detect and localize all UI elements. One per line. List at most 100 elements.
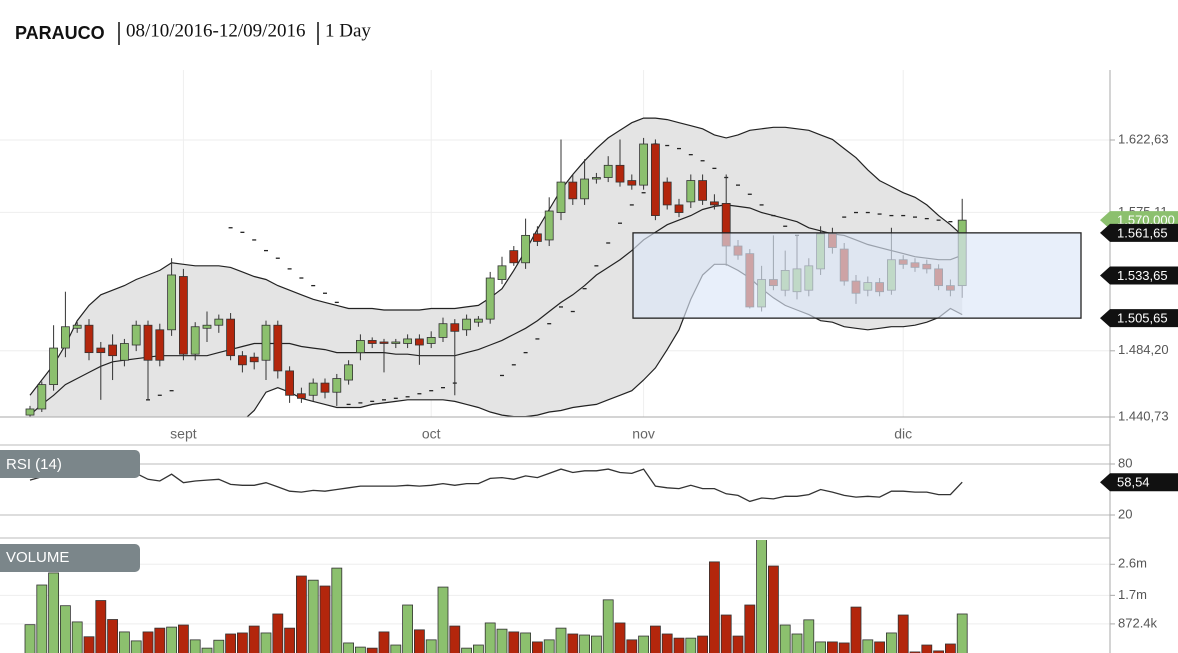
volume-bar bbox=[768, 565, 779, 653]
candle-body bbox=[603, 164, 613, 178]
volume-bar bbox=[626, 639, 638, 653]
volume-bar bbox=[921, 644, 933, 653]
volume-bar bbox=[60, 605, 71, 653]
candle-body bbox=[627, 180, 637, 186]
price-tag-label: 1.561,65 bbox=[1117, 225, 1168, 240]
volume-bar bbox=[95, 600, 107, 653]
band-line bbox=[29, 204, 963, 416]
price-tag-label: 58,54 bbox=[1117, 475, 1150, 490]
candle-body bbox=[202, 324, 212, 329]
volume-bar bbox=[567, 633, 579, 653]
y-tick-label: 1.440,73 bbox=[1118, 408, 1169, 423]
volume-bar bbox=[83, 636, 95, 653]
volume-bar bbox=[343, 642, 355, 653]
volume-bar bbox=[107, 619, 118, 653]
volume-bar bbox=[166, 626, 178, 653]
candle-body bbox=[214, 318, 224, 326]
volume-bar bbox=[508, 631, 520, 653]
volume-bar bbox=[956, 613, 968, 653]
candle-body bbox=[332, 378, 342, 393]
range-box bbox=[632, 232, 1082, 319]
interval: 1 Day bbox=[325, 20, 371, 41]
candle-body bbox=[473, 318, 483, 323]
candle-body bbox=[285, 370, 295, 396]
y-tick-label: 20 bbox=[1118, 506, 1132, 521]
volume-bar bbox=[119, 631, 130, 653]
candle-body bbox=[355, 340, 365, 354]
panel-label: RSI (14) bbox=[6, 456, 62, 473]
candle-body bbox=[438, 323, 448, 338]
candle-body bbox=[25, 408, 35, 416]
volume-bar bbox=[579, 634, 590, 653]
price-tag bbox=[1100, 223, 1178, 242]
price-tag bbox=[1100, 266, 1178, 285]
volume-bar bbox=[838, 642, 850, 653]
x-tick-label: sept bbox=[170, 426, 197, 442]
price-tag-label: 1.505,65 bbox=[1117, 311, 1168, 326]
y-tick-label: 1.622,63 bbox=[1118, 131, 1169, 146]
y-tick-label: 80 bbox=[1118, 455, 1132, 470]
volume-bar bbox=[201, 647, 213, 653]
volume-bar bbox=[897, 614, 909, 653]
volume-bar bbox=[591, 635, 602, 653]
volume-bar bbox=[354, 646, 366, 653]
panel-label-bg bbox=[0, 544, 140, 572]
candle-body bbox=[544, 210, 554, 241]
volume-bar bbox=[791, 633, 803, 653]
candle-body bbox=[710, 201, 719, 206]
volume-bar bbox=[709, 561, 720, 653]
candle-body bbox=[249, 356, 259, 363]
volume-bar bbox=[319, 585, 331, 653]
volume-bar bbox=[71, 621, 83, 653]
volume-bar bbox=[756, 540, 767, 653]
y-tick-label: 2.6m bbox=[1118, 556, 1147, 571]
candle-body bbox=[639, 143, 648, 186]
candle-body bbox=[320, 382, 330, 393]
band-line bbox=[29, 117, 963, 396]
volume-bar bbox=[236, 632, 248, 653]
price-tag bbox=[1100, 309, 1178, 328]
candle-body bbox=[674, 204, 684, 213]
candle-body bbox=[273, 324, 283, 372]
volume-bar bbox=[449, 625, 461, 653]
volume-bar bbox=[461, 647, 473, 653]
candle-body bbox=[72, 324, 82, 329]
volume-bar bbox=[685, 637, 697, 653]
candle-body bbox=[533, 233, 542, 242]
candle-body bbox=[426, 337, 436, 344]
volume-bar bbox=[886, 632, 897, 653]
candle-body bbox=[190, 326, 200, 355]
candle-body bbox=[580, 178, 589, 200]
candle-body bbox=[37, 384, 47, 410]
candle-body bbox=[308, 382, 318, 396]
candle-body bbox=[84, 324, 94, 354]
volume-bar bbox=[532, 641, 543, 653]
candle-body bbox=[155, 329, 165, 361]
candle-body bbox=[485, 277, 495, 320]
x-tick-label: dic bbox=[894, 426, 912, 442]
y-tick-label: 1.484,20 bbox=[1118, 342, 1169, 357]
volume-bar bbox=[614, 622, 626, 653]
candle-body bbox=[568, 181, 578, 200]
candle-body bbox=[379, 341, 389, 344]
x-tick-label: nov bbox=[632, 426, 655, 442]
volume-bar bbox=[24, 624, 36, 653]
candle-body bbox=[367, 340, 377, 344]
y-tick-label: 872.4k bbox=[1118, 615, 1158, 630]
volume-bar bbox=[602, 599, 614, 653]
candle-body bbox=[96, 347, 106, 354]
volume-bar bbox=[945, 643, 956, 653]
volume-bar bbox=[272, 613, 284, 653]
volume-bar bbox=[366, 647, 378, 653]
candle-body bbox=[226, 318, 236, 357]
volume-bar bbox=[413, 629, 425, 653]
candle-body bbox=[296, 393, 306, 399]
volume-bar bbox=[520, 632, 531, 653]
volume-bar bbox=[661, 633, 673, 653]
chart-title: PARAUCO bbox=[15, 23, 105, 43]
candle-body bbox=[178, 276, 188, 355]
candle-body bbox=[686, 180, 696, 203]
volume-bar bbox=[803, 619, 815, 653]
